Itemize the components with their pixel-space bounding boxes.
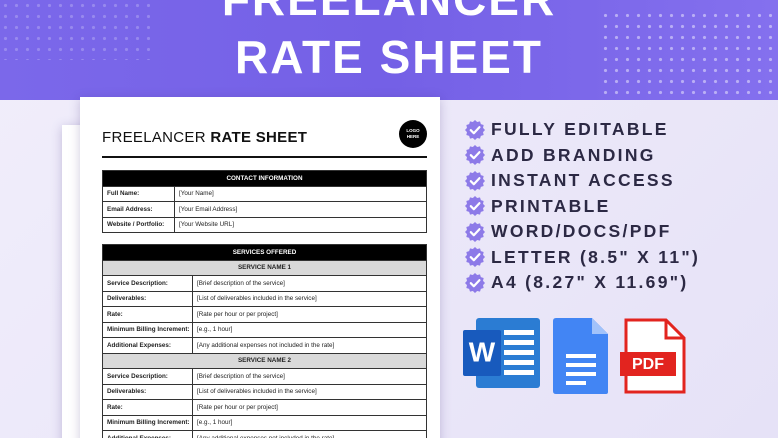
pdf-icon: PDF: [620, 318, 686, 394]
feature-text: FULLY EDITABLE: [491, 119, 669, 140]
row-value: [Your Email Address]: [174, 201, 427, 218]
rule: [102, 156, 427, 158]
row-label: Deliverables:: [102, 290, 193, 307]
table-row: Minimum Billing Increment: [e.g., 1 hour]: [102, 414, 427, 431]
pdf-label: PDF: [632, 356, 664, 373]
table-row: Full Name: [Your Name]: [102, 185, 427, 202]
row-value: [e.g., 1 hour]: [192, 321, 427, 338]
row-value: [e.g., 1 hour]: [192, 414, 427, 431]
doc-title: FREELANCER RATE SHEET: [102, 129, 307, 146]
table-row: Website / Portfolio: [Your Website URL]: [102, 216, 427, 233]
feature-text: WORD/DOCS/PDF: [491, 221, 672, 242]
table-row: Rate: [Rate per hour or per project]: [102, 306, 427, 323]
feature: A4 (8.27" X 11.69"): [465, 270, 700, 296]
row-label: Rate:: [102, 306, 193, 323]
service-name-cell: SERVICE NAME 2: [102, 352, 427, 369]
feature: INSTANT ACCESS: [465, 168, 700, 194]
table-row: Service Description: [Brief description o…: [102, 275, 427, 292]
row-value: [Rate per hour or per project]: [192, 306, 427, 323]
row-value: [Rate per hour or per project]: [192, 399, 427, 416]
row-value: [Your Name]: [174, 185, 427, 202]
check-badge: [465, 145, 485, 166]
title-bold: RATE SHEET: [210, 129, 308, 146]
row-label: Minimum Billing Increment:: [102, 321, 193, 338]
row-value: [Brief description of the service]: [192, 368, 427, 385]
row-label: Full Name:: [102, 185, 175, 202]
banner-title: RATE SHEET: [235, 31, 543, 83]
contact-table: CONTACT INFORMATION Full Name: [Your Name]…: [102, 170, 427, 233]
service-name-cell: SERVICE NAME 1: [102, 259, 427, 276]
dots: [0, 0, 150, 60]
dots: [600, 10, 778, 100]
feature: ADD BRANDING: [465, 143, 700, 169]
row-label: Rate:: [102, 399, 193, 416]
row-label: Additional Expenses:: [102, 430, 193, 438]
row-value: [List of deliverables included in the se…: [192, 290, 427, 307]
feature: FULLY EDITABLE: [465, 117, 700, 143]
feature-text: LETTER (8.5" X 11"): [491, 246, 701, 267]
section-header-cell: SERVICES OFFERED: [102, 244, 427, 261]
table-row: Email Address: [Your Email Address]: [102, 201, 427, 218]
word-icon: W: [463, 318, 540, 388]
feature-list: FULLY EDITABLE ADD BRANDING INSTANT ACCESS…: [465, 117, 700, 296]
banner: FREELANCER RATE SHEET: [0, 0, 778, 100]
row-label: Additional Expenses:: [102, 337, 193, 354]
banner-title: FREELANCER: [0, 0, 778, 22]
section-header-cell: CONTACT INFORMATION: [102, 170, 427, 187]
row-label: Service Description:: [102, 275, 193, 292]
table-row: Additional Expenses:[Any additional expe…: [102, 430, 427, 438]
row-value: [Any additional expenses not included in…: [192, 430, 427, 438]
row-value: [Any additional expenses not included in…: [192, 337, 427, 354]
services-table: SERVICES OFFERED SERVICE NAME 1 Service De…: [102, 244, 427, 438]
row-label: Website / Portfolio:: [102, 216, 175, 233]
table-row: Deliverables: [List of deliverables inclu…: [102, 383, 427, 400]
word-letter: W: [469, 336, 496, 367]
feature-text: INSTANT ACCESS: [491, 170, 675, 191]
check-badge: [465, 196, 485, 217]
title-light: FREELANCER: [102, 129, 206, 146]
table-row: Additional Expenses:[Any additional expe…: [102, 337, 427, 354]
feature-text: ADD BRANDING: [491, 144, 656, 165]
table-row: Service Description: [Brief description o…: [102, 368, 427, 385]
feature: LETTER (8.5" X 11"): [465, 245, 700, 271]
feature-text: A4 (8.27" X 11.69"): [491, 272, 689, 293]
check-badge: [465, 247, 485, 268]
row-label: Deliverables:: [102, 383, 193, 400]
row-label: Email Address:: [102, 201, 175, 218]
row-value: [Brief description of the service]: [192, 275, 427, 292]
table-row: Minimum Billing Increment: [e.g., 1 hour]: [102, 321, 427, 338]
table-row: Deliverables: [List of deliverables inclu…: [102, 290, 427, 307]
check-badge: [465, 170, 485, 191]
docs-icon: [553, 318, 608, 394]
section-header: SERVICES OFFERED: [102, 244, 427, 261]
feature: WORD/DOCS/PDF: [465, 219, 700, 245]
logo: LOGO HERE: [399, 120, 427, 148]
service-name: SERVICE NAME 2: [102, 352, 427, 369]
row-value: [Your Website URL]: [174, 216, 427, 233]
feature-text: PRINTABLE: [491, 195, 611, 216]
feature: PRINTABLE: [465, 194, 700, 220]
check-badge: [465, 221, 485, 242]
row-label: Service Description:: [102, 368, 193, 385]
table-row: Rate: [Rate per hour or per project]: [102, 399, 427, 416]
document-page: FREELANCER RATE SHEET LOGO HERE CONTACT …: [80, 97, 440, 438]
check-badge: [465, 272, 485, 293]
check-badge: [465, 119, 485, 140]
format-icons: W PDF: [463, 318, 686, 394]
section-header: CONTACT INFORMATION: [102, 170, 427, 187]
service-name: SERVICE NAME 1: [102, 259, 427, 276]
row-label: Minimum Billing Increment:: [102, 414, 193, 431]
row-value: [List of deliverables included in the se…: [192, 383, 427, 400]
